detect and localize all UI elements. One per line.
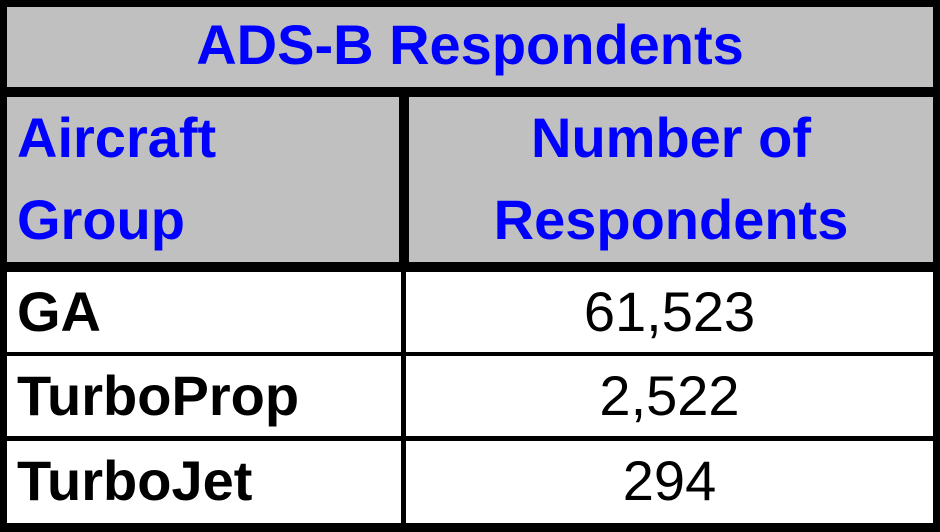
table-title: ADS-B Respondents <box>7 7 933 87</box>
column-header-aircraft-group: Aircraft Group <box>7 97 399 262</box>
respondents-cell: 294 <box>406 441 933 523</box>
aircraft-group-cell: TurboProp <box>7 356 401 436</box>
respondents-cell: 61,523 <box>406 272 933 352</box>
aircraft-group-cell: TurboJet <box>7 441 401 523</box>
header-line: Group <box>17 188 185 251</box>
header-line: Number of <box>531 106 811 169</box>
header-line: Respondents <box>493 188 849 251</box>
column-header-number-of-respondents: Number of Respondents <box>409 97 933 262</box>
respondents-cell: 2,522 <box>406 356 933 436</box>
aircraft-group-cell: GA <box>7 272 401 352</box>
header-line: Aircraft <box>17 106 217 169</box>
